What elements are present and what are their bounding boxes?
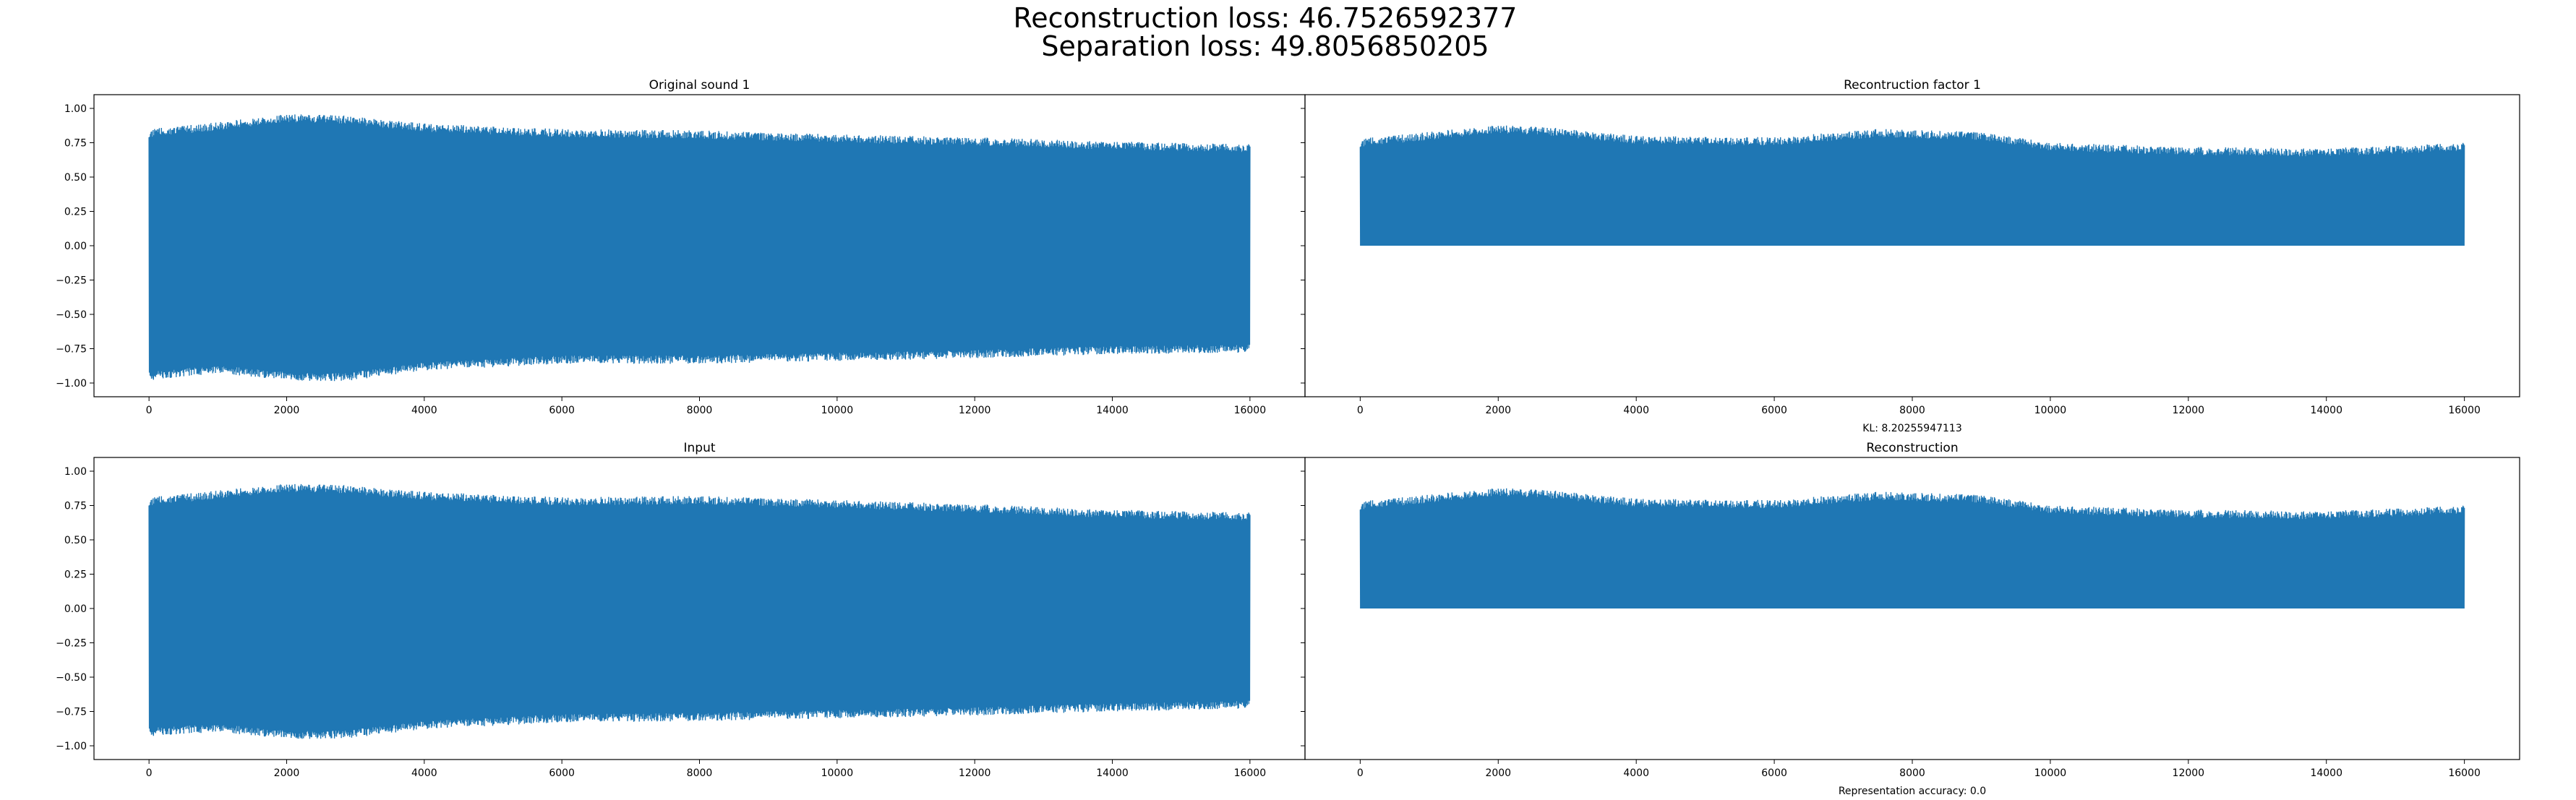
x-tick-label: 14000 bbox=[2310, 767, 2342, 779]
y-tick-label: 0.25 bbox=[64, 569, 87, 581]
x-tick-label: 6000 bbox=[1761, 767, 1787, 779]
y-tick-label: −0.50 bbox=[56, 309, 87, 321]
y-tick-label: −0.75 bbox=[56, 344, 87, 356]
x-tick-label: 6000 bbox=[549, 767, 575, 779]
x-tick-label: 16000 bbox=[1234, 405, 1267, 416]
x-tick-label: 16000 bbox=[2448, 767, 2481, 779]
x-tick-label: 10000 bbox=[821, 405, 854, 416]
panel-reconstruction-factor: Recontruction factor 1 0 2000 4000 6000 8000 1… bbox=[1301, 78, 2520, 434]
panel-title: Recontruction factor 1 bbox=[1844, 78, 1981, 93]
y-tick-label: 0.00 bbox=[64, 603, 87, 615]
y-tick-label: 0.75 bbox=[64, 138, 87, 150]
x-tick-label: 0 bbox=[1357, 767, 1364, 779]
x-tick-label: 0 bbox=[146, 767, 153, 779]
y-tick-label: −1.00 bbox=[56, 741, 87, 752]
x-tick-label: 8000 bbox=[1899, 405, 1925, 416]
y-tick-label: 1.00 bbox=[64, 103, 87, 115]
panel-input: Input 0 2000 4000 6000 8000 10000 12000 14000 160… bbox=[56, 441, 1306, 779]
x-tick-label: 16000 bbox=[2448, 405, 2481, 416]
x-tick-label: 2000 bbox=[274, 767, 300, 779]
panel-original-sound: Original sound 1 0 2000 4000 6000 8000 10000 12… bbox=[56, 78, 1306, 416]
panel-note: KL: 8.20255947113 bbox=[1862, 423, 1961, 434]
x-tick-label: 0 bbox=[1357, 405, 1364, 416]
x-tick-label: 2000 bbox=[274, 405, 300, 416]
x-tick-label: 14000 bbox=[2310, 405, 2342, 416]
x-tick-label: 8000 bbox=[687, 405, 713, 416]
suptitle-line-2: Separation loss: 49.8056850205 bbox=[1041, 30, 1489, 62]
panel-title: Input bbox=[683, 441, 715, 455]
x-tick-label: 4000 bbox=[1623, 767, 1649, 779]
y-tick-label: 0.50 bbox=[64, 535, 87, 546]
panel-note: Representation accuracy: 0.0 bbox=[1839, 786, 1986, 797]
x-tick-label: 8000 bbox=[687, 767, 713, 779]
suptitle-line-1: Reconstruction loss: 46.7526592377 bbox=[1014, 2, 1518, 34]
x-tick-label: 16000 bbox=[1234, 767, 1267, 779]
x-tick-label: 0 bbox=[146, 405, 153, 416]
y-tick-label: −0.25 bbox=[56, 638, 87, 650]
y-tick-label: 0.25 bbox=[64, 207, 87, 218]
y-tick-label: 0.50 bbox=[64, 172, 87, 184]
waveform-series bbox=[148, 483, 1251, 739]
waveform-series bbox=[148, 114, 1251, 382]
y-tick-label: 0.00 bbox=[64, 241, 87, 252]
y-tick-label: −0.75 bbox=[56, 707, 87, 718]
x-tick-label: 6000 bbox=[549, 405, 575, 416]
y-tick-label: −0.25 bbox=[56, 275, 87, 287]
x-tick-label: 10000 bbox=[821, 767, 854, 779]
x-tick-label: 12000 bbox=[959, 405, 991, 416]
x-tick-label: 10000 bbox=[2034, 767, 2067, 779]
y-tick-label: 0.75 bbox=[64, 501, 87, 512]
y-tick-label: 1.00 bbox=[64, 466, 87, 478]
x-tick-label: 14000 bbox=[1096, 767, 1129, 779]
x-tick-label: 10000 bbox=[2034, 405, 2067, 416]
x-tick-label: 12000 bbox=[2173, 767, 2205, 779]
x-tick-label: 14000 bbox=[1096, 405, 1129, 416]
x-tick-label: 12000 bbox=[2173, 405, 2205, 416]
panel-title: Reconstruction bbox=[1866, 441, 1958, 455]
panel-title: Original sound 1 bbox=[649, 78, 750, 93]
waveform-series bbox=[1359, 125, 2465, 246]
x-tick-label: 6000 bbox=[1761, 405, 1787, 416]
x-tick-label: 4000 bbox=[411, 767, 437, 779]
x-tick-label: 4000 bbox=[411, 405, 437, 416]
panel-reconstruction: Reconstruction 0 2000 4000 6000 8000 10000 1200… bbox=[1301, 441, 2520, 797]
x-tick-label: 2000 bbox=[1485, 405, 1511, 416]
x-tick-label: 12000 bbox=[959, 767, 991, 779]
y-tick-label: −0.50 bbox=[56, 672, 87, 684]
x-tick-label: 8000 bbox=[1899, 767, 1925, 779]
waveform-series bbox=[1359, 488, 2465, 609]
y-tick-label: −1.00 bbox=[56, 378, 87, 390]
x-tick-label: 2000 bbox=[1485, 767, 1511, 779]
x-tick-label: 4000 bbox=[1623, 405, 1649, 416]
